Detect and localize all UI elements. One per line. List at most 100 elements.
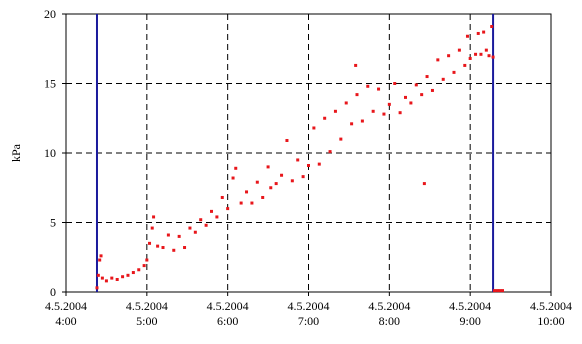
data-point: [285, 138, 289, 142]
data-point: [296, 158, 300, 162]
series-points: [95, 25, 504, 293]
data-point: [126, 273, 130, 277]
data-point: [420, 93, 424, 97]
data-point: [274, 182, 278, 186]
data-point: [183, 246, 187, 250]
data-point: [366, 84, 370, 88]
x-tick-date: 4.5.2004: [449, 299, 491, 313]
data-point: [382, 112, 386, 116]
data-point: [215, 215, 219, 219]
data-point: [487, 54, 491, 58]
data-point: [239, 201, 243, 205]
data-point: [250, 201, 254, 205]
data-point: [317, 162, 321, 166]
data-point: [474, 52, 478, 56]
data-point: [430, 88, 434, 92]
data-point: [490, 25, 494, 29]
y-tick-label: 5: [50, 216, 56, 230]
x-tick-time: 5:00: [136, 314, 157, 328]
data-point: [398, 111, 402, 115]
data-point: [137, 268, 141, 272]
data-point: [96, 273, 100, 277]
data-point: [414, 83, 418, 87]
data-point: [409, 101, 413, 105]
data-point: [465, 34, 469, 38]
x-tick-date: 4.5.2004: [530, 299, 572, 313]
data-point: [333, 109, 337, 113]
data-point: [492, 289, 496, 293]
x-tick-time: 7:00: [298, 314, 319, 328]
data-point: [131, 271, 135, 275]
data-point: [491, 55, 495, 59]
data-point: [436, 58, 440, 62]
data-point: [476, 31, 480, 35]
data-point: [226, 207, 230, 211]
data-point: [193, 230, 197, 234]
data-point: [422, 182, 426, 186]
data-point: [498, 289, 502, 293]
data-point: [261, 195, 265, 199]
x-tick-time: 9:00: [459, 314, 480, 328]
data-point: [355, 93, 359, 97]
x-tick-time: 6:00: [217, 314, 238, 328]
data-point: [210, 209, 213, 213]
data-point: [371, 109, 375, 113]
data-point: [152, 215, 156, 219]
data-point: [457, 48, 461, 52]
data-point: [307, 164, 310, 168]
data-point: [156, 244, 160, 248]
data-point: [145, 258, 149, 262]
data-point: [501, 289, 504, 293]
data-point: [484, 48, 488, 52]
x-tick-date: 4.5.2004: [288, 299, 330, 313]
data-point: [495, 289, 499, 293]
data-point: [280, 173, 284, 177]
y-tick-label: 10: [44, 146, 56, 160]
data-point: [360, 119, 364, 123]
data-point: [231, 176, 235, 180]
data-point: [115, 277, 119, 281]
data-point: [441, 77, 445, 81]
data-point: [161, 246, 165, 250]
x-tick-date: 4.5.2004: [126, 299, 168, 313]
data-point: [479, 52, 483, 56]
data-point: [266, 165, 270, 169]
data-point: [204, 223, 208, 227]
event-markers: [95, 14, 495, 292]
data-point: [121, 275, 125, 279]
data-point: [95, 286, 99, 290]
data-point: [188, 226, 192, 230]
data-point: [172, 248, 176, 252]
data-point: [104, 279, 108, 283]
y-tick-label: 20: [44, 7, 56, 21]
data-point: [468, 56, 472, 60]
data-point: [404, 95, 407, 99]
data-point: [100, 276, 104, 280]
data-point: [425, 75, 429, 79]
chart-grid: [66, 14, 551, 292]
x-axis-ticks: 4.5.20044:004.5.20045:004.5.20046:004.5.…: [45, 292, 572, 328]
data-point: [142, 264, 146, 268]
data-point: [301, 175, 305, 179]
data-point: [148, 241, 152, 245]
data-point: [269, 186, 273, 190]
data-point: [312, 126, 316, 130]
x-tick-date: 4.5.2004: [45, 299, 87, 313]
y-axis-label: kPa: [9, 143, 23, 162]
data-point: [344, 101, 348, 105]
data-point: [110, 276, 114, 280]
data-point: [323, 116, 327, 120]
data-point: [354, 63, 358, 67]
data-point: [234, 166, 238, 170]
y-tick-label: 15: [44, 77, 56, 91]
y-tick-label: 0: [50, 285, 56, 299]
data-point: [150, 226, 154, 230]
x-tick-time: 4:00: [55, 314, 76, 328]
x-tick-date: 4.5.2004: [368, 299, 410, 313]
data-point: [393, 82, 397, 85]
data-point: [255, 180, 259, 184]
data-point: [447, 54, 451, 58]
data-point: [377, 87, 381, 91]
data-point: [98, 258, 102, 262]
